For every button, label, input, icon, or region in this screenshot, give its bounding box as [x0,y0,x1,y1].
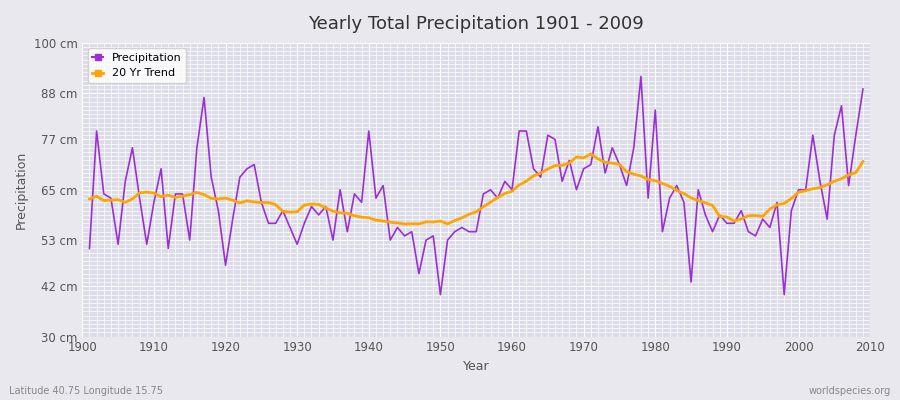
X-axis label: Year: Year [463,360,490,373]
Title: Yearly Total Precipitation 1901 - 2009: Yearly Total Precipitation 1901 - 2009 [309,15,644,33]
Y-axis label: Precipitation: Precipitation [15,151,28,229]
Text: worldspecies.org: worldspecies.org [809,386,891,396]
Legend: Precipitation, 20 Yr Trend: Precipitation, 20 Yr Trend [88,48,186,83]
Text: Latitude 40.75 Longitude 15.75: Latitude 40.75 Longitude 15.75 [9,386,163,396]
